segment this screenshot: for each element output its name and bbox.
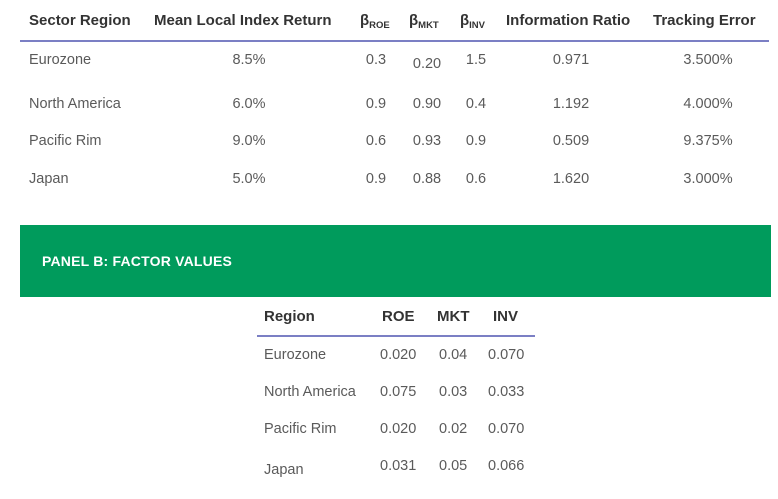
cell-inv: 0.066 <box>488 458 525 474</box>
header-tracking-error: Tracking Error <box>653 12 756 29</box>
cell-information-ratio: 0.971 <box>552 52 590 68</box>
cell-mean-return: 8.5% <box>232 52 266 68</box>
panel-a-header-rule <box>20 40 769 42</box>
cell-tracking-error: 4.000% <box>683 96 733 112</box>
header-region: Region <box>264 308 315 325</box>
cell-tracking-error: 9.375% <box>683 133 733 149</box>
header-sector-region: Sector Region <box>29 12 131 29</box>
header-beta-mkt: βMKT <box>409 12 439 31</box>
header-mkt: MKT <box>437 308 470 325</box>
cell-region: Pacific Rim <box>264 421 337 437</box>
cell-mkt: 0.02 <box>439 421 468 437</box>
panel-b-title: PANEL B: FACTOR VALUES <box>42 253 233 269</box>
cell-beta-inv: 0.6 <box>465 171 487 187</box>
cell-region: Pacific Rim <box>29 133 102 149</box>
cell-tracking-error: 3.500% <box>683 52 733 68</box>
cell-beta-mkt: 0.93 <box>412 133 442 149</box>
cell-information-ratio: 1.620 <box>552 171 590 187</box>
cell-beta-mkt: 0.88 <box>412 171 442 187</box>
cell-region: Japan <box>29 171 69 187</box>
cell-tracking-error: 3.000% <box>683 171 733 187</box>
cell-mkt: 0.04 <box>439 347 468 363</box>
cell-region: Eurozone <box>264 347 327 363</box>
cell-roe: 0.020 <box>380 347 417 363</box>
cell-beta-inv: 0.4 <box>465 96 487 112</box>
cell-beta-mkt: 0.90 <box>412 96 442 112</box>
cell-roe: 0.075 <box>380 384 417 400</box>
panel-b-banner: PANEL B: FACTOR VALUES <box>20 225 771 297</box>
cell-mean-return: 5.0% <box>232 171 266 187</box>
cell-inv: 0.070 <box>488 421 525 437</box>
header-mean-local-index-return: Mean Local Index Return <box>154 12 332 29</box>
header-beta-inv: βINV <box>460 12 485 31</box>
cell-roe: 0.031 <box>380 458 417 474</box>
cell-mean-return: 6.0% <box>232 96 266 112</box>
cell-inv: 0.033 <box>488 384 525 400</box>
header-roe: ROE <box>382 308 415 325</box>
cell-region: Japan <box>264 462 304 478</box>
cell-region: North America <box>264 384 356 400</box>
header-inv: INV <box>493 308 519 325</box>
cell-mean-return: 9.0% <box>232 133 266 149</box>
cell-mkt: 0.03 <box>439 384 468 400</box>
cell-beta-roe: 0.9 <box>365 96 387 112</box>
cell-region: North America <box>29 96 121 112</box>
cell-beta-mkt: 0.20 <box>412 56 442 72</box>
cell-region: Eurozone <box>29 52 92 68</box>
cell-beta-roe: 0.3 <box>365 52 387 68</box>
cell-information-ratio: 1.192 <box>552 96 590 112</box>
cell-beta-inv: 1.5 <box>465 52 487 68</box>
header-information-ratio: Information Ratio <box>506 12 631 29</box>
cell-mkt: 0.05 <box>439 458 468 474</box>
cell-beta-roe: 0.9 <box>365 171 387 187</box>
cell-beta-roe: 0.6 <box>365 133 387 149</box>
header-beta-roe: βROE <box>360 12 390 31</box>
panel-b-header-rule <box>257 335 535 337</box>
cell-roe: 0.020 <box>380 421 417 437</box>
cell-information-ratio: 0.509 <box>552 133 590 149</box>
cell-inv: 0.070 <box>488 347 525 363</box>
cell-beta-inv: 0.9 <box>465 133 487 149</box>
